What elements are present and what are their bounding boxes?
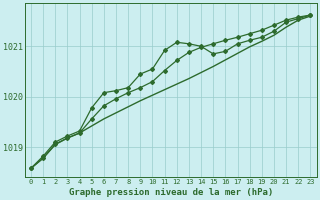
- X-axis label: Graphe pression niveau de la mer (hPa): Graphe pression niveau de la mer (hPa): [68, 188, 273, 197]
